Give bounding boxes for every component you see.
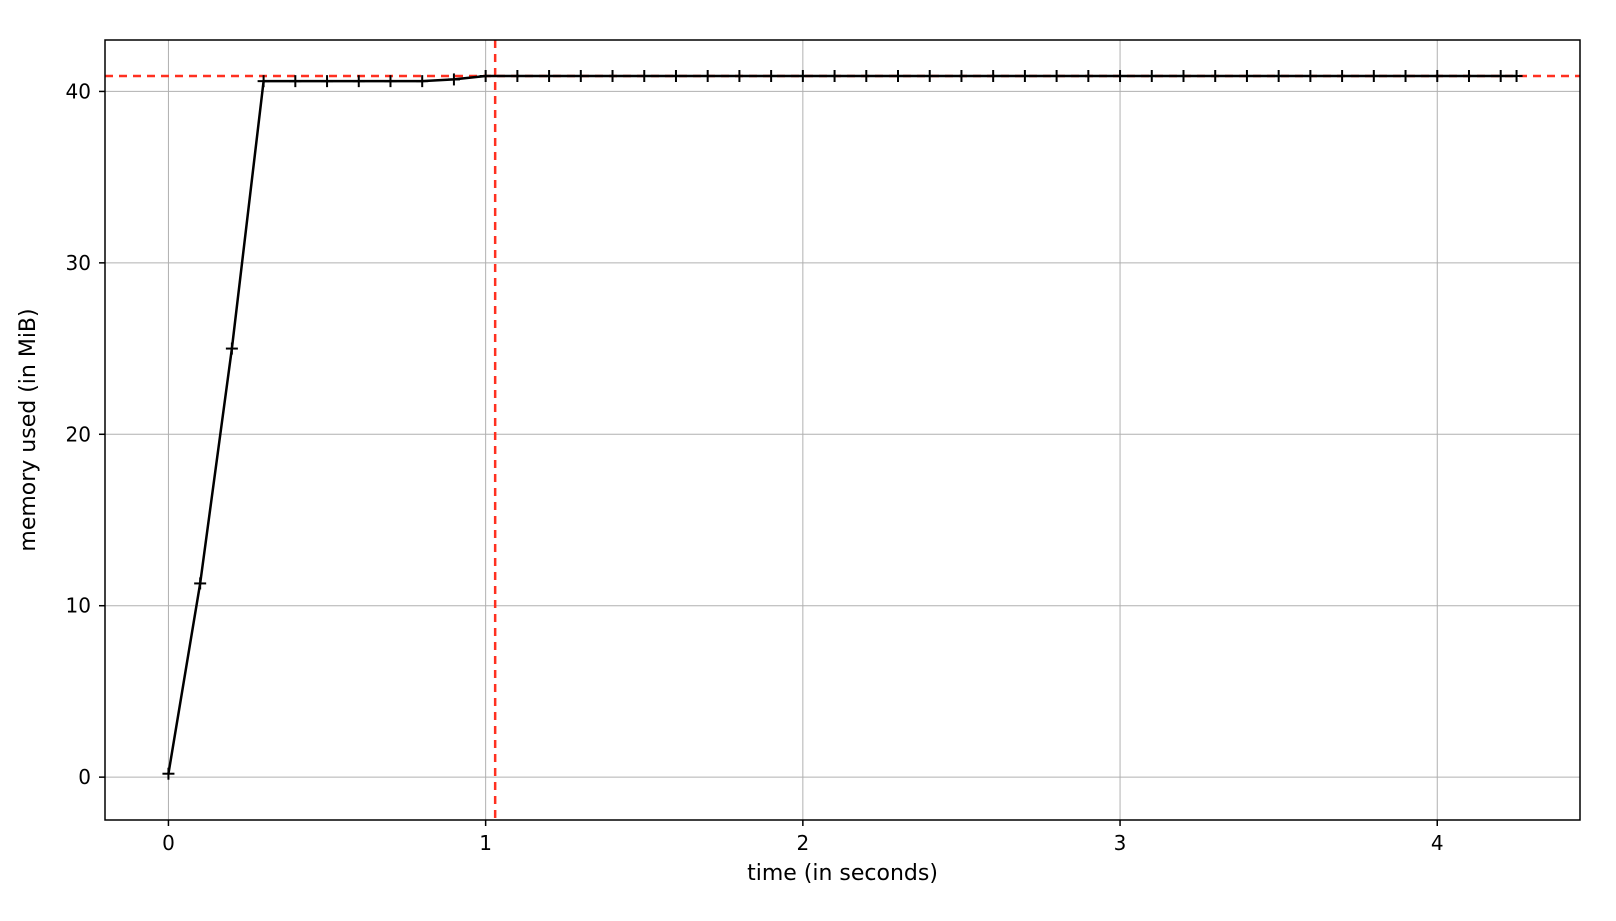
xtick-label: 4 [1431,831,1444,855]
ytick-label: 20 [66,422,91,446]
xtick-label: 3 [1114,831,1127,855]
ytick-label: 30 [66,251,91,275]
chart-svg: 01234010203040time (in seconds)memory us… [0,0,1616,921]
xtick-label: 0 [162,831,175,855]
ytick-label: 0 [78,765,91,789]
ytick-label: 40 [66,79,91,103]
chart-background [0,0,1616,921]
x-axis-label: time (in seconds) [747,861,938,886]
memory-chart: 01234010203040time (in seconds)memory us… [0,0,1616,921]
xtick-label: 2 [796,831,809,855]
y-axis-label: memory used (in MiB) [16,308,41,551]
ytick-label: 10 [66,594,91,618]
xtick-label: 1 [479,831,492,855]
